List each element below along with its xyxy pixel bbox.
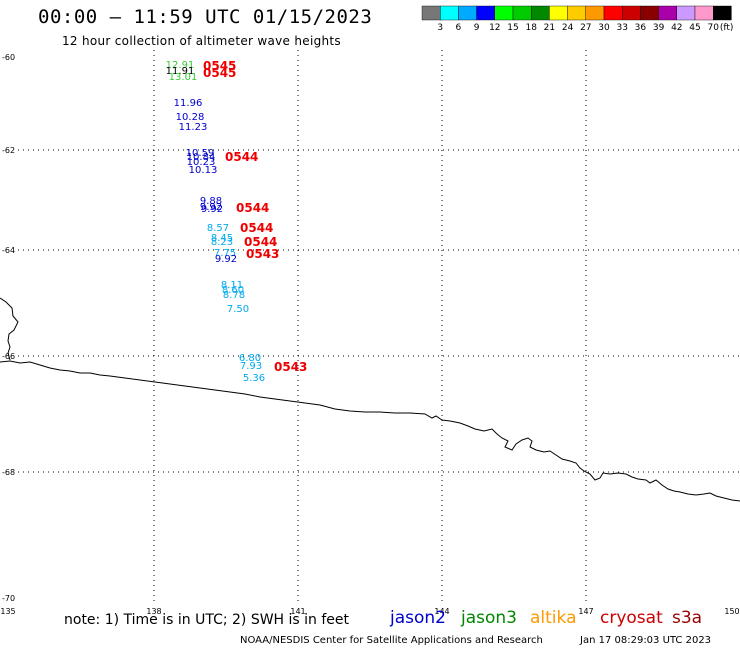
wave-height-value: 8.78 xyxy=(223,290,245,301)
legend-label: 27 xyxy=(580,23,591,33)
legend-label: 39 xyxy=(653,23,665,33)
pass-time-value: 0544 xyxy=(225,150,258,164)
legend-label: 15 xyxy=(507,23,518,33)
wave-height-value: 11.91 xyxy=(166,66,195,77)
legend-swatch xyxy=(622,5,641,21)
legend-swatch xyxy=(713,5,732,21)
legend-altika: altika xyxy=(530,608,577,628)
legend-label: 45 xyxy=(689,23,700,33)
legend-s3a: s3a xyxy=(672,608,703,628)
wave-height-value: 9.92 xyxy=(215,254,237,265)
legend-swatch xyxy=(440,5,459,21)
pass-time-value: 0543 xyxy=(274,360,307,374)
pass-time-value: 0544 xyxy=(244,235,277,249)
legend-label: 24 xyxy=(562,23,574,33)
wave-height-value: 10.23 xyxy=(187,157,216,168)
legend-jason2: jason2 xyxy=(390,608,446,628)
wave-height-value: 8.45 xyxy=(211,233,233,244)
wave-height-value: 6.80 xyxy=(239,353,261,364)
lat-tick-label: -62 xyxy=(2,146,15,155)
legend-swatch xyxy=(531,5,550,21)
wave-height-value: 10.59 xyxy=(186,148,215,159)
wave-height-value: 8.11 xyxy=(221,280,243,291)
legend-label: 21 xyxy=(544,23,555,33)
legend-swatch xyxy=(567,5,586,21)
wave-height-value: 9.92 xyxy=(200,202,222,213)
legend-cryosat: cryosat xyxy=(600,608,663,628)
wave-height-value: 10.28 xyxy=(176,112,205,123)
footnote: note: 1) Time is in UTC; 2) SWH is in fe… xyxy=(64,612,350,628)
wave-height-value: 11.96 xyxy=(174,98,203,109)
legend-unit: (ft) xyxy=(720,23,734,33)
pass-time-value: 0545 xyxy=(203,59,236,73)
lat-tick-label: -68 xyxy=(2,468,15,477)
pass-time-value: 0545 xyxy=(203,66,236,80)
legend-label: 42 xyxy=(671,23,682,33)
pass-time-value: 0543 xyxy=(246,247,279,261)
wave-height-value: 7.75 xyxy=(214,248,236,259)
wave-height-value: 7.50 xyxy=(227,304,249,315)
wave-height-value: 8.23 xyxy=(211,237,233,248)
credit-line: NOAA/NESDIS Center for Satellite Applica… xyxy=(240,635,543,646)
legend-swatch xyxy=(694,5,714,21)
legend-swatch xyxy=(603,5,623,21)
map-subtitle: 12 hour collection of altimeter wave hei… xyxy=(62,34,341,48)
legend-swatch xyxy=(512,5,532,21)
lat-tick-label: -70 xyxy=(2,594,15,603)
lon-tick-label: 141 xyxy=(290,607,305,616)
legend-swatch xyxy=(421,5,441,21)
lon-tick-label: 150 xyxy=(724,607,739,616)
wave-height-value: 5.36 xyxy=(243,373,265,384)
wave-height-value: 10.84 xyxy=(187,152,216,163)
map-title: 00:00 – 11:59 UTC 01/15/2023 xyxy=(38,6,373,28)
wave-height-value: 8.57 xyxy=(207,223,229,234)
legend-label: 30 xyxy=(598,23,610,33)
pass-time-value: 0544 xyxy=(236,201,269,215)
legend-label: 3 xyxy=(437,23,443,33)
wave-height-value: 9.92 xyxy=(201,204,223,215)
legend-label: 12 xyxy=(489,23,500,33)
legend-swatch xyxy=(640,5,659,21)
wave-height-value: 12.91 xyxy=(166,60,195,71)
legend-label: 70 xyxy=(707,23,719,33)
legend-swatch xyxy=(676,5,696,21)
generated-timestamp: Jan 17 08:29:03 UTC 2023 xyxy=(580,635,712,646)
pass-time-value: 0544 xyxy=(240,221,273,235)
wave-height-value: 11.23 xyxy=(179,122,208,133)
wave-height-value: 8.60 xyxy=(222,285,244,296)
legend-swatch xyxy=(585,5,605,21)
lon-tick-label: 135 xyxy=(0,607,15,616)
lon-tick-label: 144 xyxy=(434,607,449,616)
wave-height-value: 9.88 xyxy=(200,196,222,207)
legend-swatch xyxy=(658,5,677,21)
lat-tick-label: -60 xyxy=(2,53,15,62)
antarctic-coastline xyxy=(0,360,740,502)
legend-label: 6 xyxy=(456,23,462,33)
graticule-grid: 135 138 141 144 147 150-60-62-64-66-68-70 xyxy=(0,50,740,616)
lon-tick-label: 147 xyxy=(578,607,593,616)
legend-label: 18 xyxy=(525,23,537,33)
wave-height-value: 7.93 xyxy=(240,361,262,372)
legend-label: 9 xyxy=(474,23,480,33)
coastline-fragment xyxy=(0,297,19,361)
lon-tick-label: 138 xyxy=(146,607,161,616)
lat-tick-label: -64 xyxy=(2,246,15,255)
legend-swatch xyxy=(494,5,514,21)
color-legend: 3 6 9 12 15 18 21 24 27 30 33 36 39 42 45 70 (ft) xyxy=(421,5,734,33)
legend-jason3: jason3 xyxy=(461,608,517,628)
legend-swatch xyxy=(476,5,496,21)
legend-swatch xyxy=(458,5,477,21)
legend-swatch xyxy=(549,5,568,21)
legend-label: 33 xyxy=(616,23,627,33)
wave-height-value: 10.13 xyxy=(189,165,218,176)
wave-height-value: 13.01 xyxy=(169,72,198,83)
legend-label: 36 xyxy=(635,23,647,33)
